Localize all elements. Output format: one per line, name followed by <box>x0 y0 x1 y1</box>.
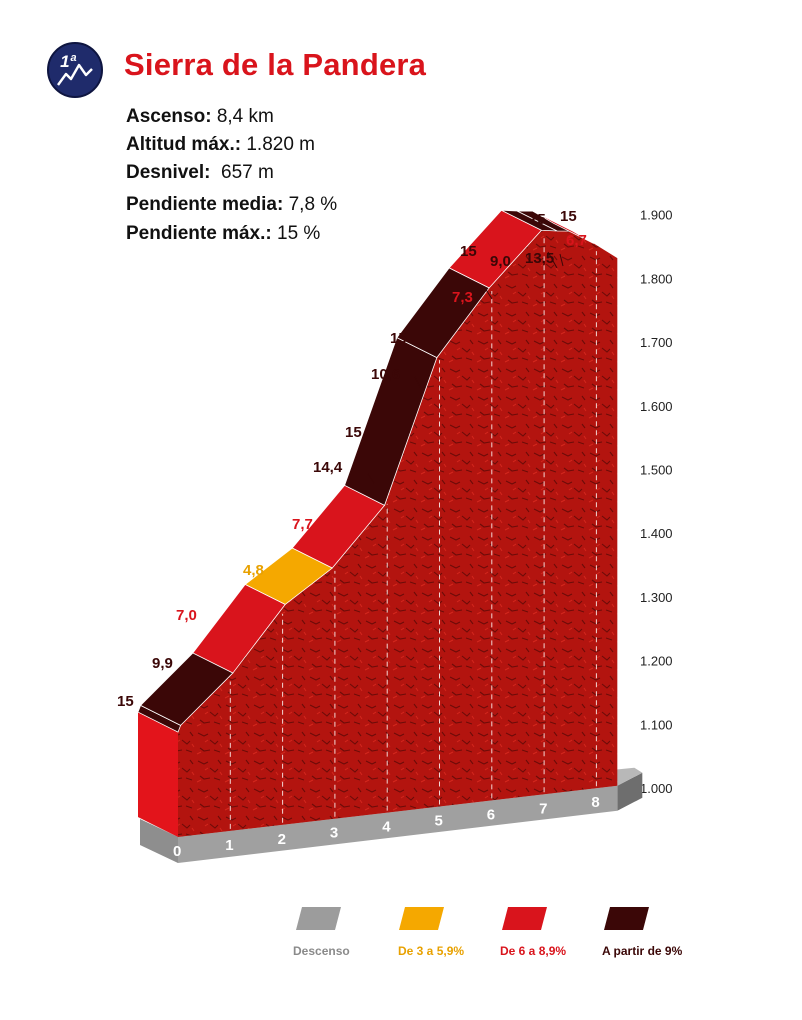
altitude-tick-label: 1.200 <box>640 654 673 669</box>
mountain-icon <box>57 63 93 86</box>
gradient-label: 7,7 <box>292 516 313 533</box>
label-leader-line <box>547 251 558 269</box>
altitude-tick-label: 1.100 <box>640 717 673 732</box>
km-tick-label: 5 <box>435 813 443 830</box>
profile-body <box>138 230 618 837</box>
max-gradient-label: 15 <box>460 243 477 260</box>
stat-ascenso: Ascenso: 8,4 km <box>126 106 274 127</box>
km-tick-label: 7 <box>539 800 547 817</box>
profile-front-face <box>178 230 618 837</box>
altitude-tick-label: 1.900 <box>640 208 673 223</box>
label-leader-line <box>484 287 493 300</box>
gradient-label: 9,9 <box>152 655 173 672</box>
legend-label-6-8: De 6 a 8,9% <box>500 944 567 958</box>
max-gradient-label: 15 <box>529 211 546 228</box>
stat-desnivel: Desnivel: 657 m <box>126 162 274 183</box>
altitude-axis: 1.000 1.100 1.200 1.300 1.400 1.500 1.600 1.700… <box>640 208 673 796</box>
legend-swatch-descenso <box>296 907 341 930</box>
legend-swatch-a_partir_9 <box>604 907 649 930</box>
label-leader-line <box>367 473 375 484</box>
km-gridlines <box>229 236 597 829</box>
legend-label-3-5: De 3 a 5,9% <box>398 944 465 958</box>
max-gradient-label: 15 <box>390 330 407 347</box>
gradient-label: 7,3 <box>452 289 473 306</box>
legend-label-descenso: Descenso <box>293 944 350 958</box>
km-ticks: 0 1 2 3 4 5 6 7 8 <box>173 794 600 860</box>
altitude-tick-label: 1.700 <box>640 335 673 350</box>
altitude-tick-label: 1.300 <box>640 590 673 605</box>
km-tick-label: 4 <box>382 819 391 836</box>
label-leader-line <box>559 253 564 267</box>
base-side <box>617 772 643 811</box>
km-tick-label: 6 <box>487 806 495 823</box>
page-title: Sierra de la Pandera <box>124 47 427 82</box>
legend-swatch-de_6_a_8_9 <box>502 907 547 930</box>
km-tick-label: 2 <box>278 831 286 848</box>
profile-side-face <box>138 712 178 837</box>
km-tick-label: 0 <box>173 843 181 860</box>
legend <box>296 907 649 930</box>
altitude-tick-label: 1.000 <box>640 781 673 796</box>
km-tick-label: 1 <box>225 837 233 854</box>
legend-label-9: A partir de 9% <box>602 944 683 958</box>
gradient-label: 9,0 <box>490 253 511 270</box>
max-gradient-label: 15 <box>560 208 577 225</box>
stat-pendiente-max: Pendiente máx.: 15 % <box>126 223 321 244</box>
gradient-label: 7,0 <box>176 607 197 624</box>
stat-altitud-max: Altitud máx.: 1.820 m <box>126 134 315 155</box>
gradient-label: 4,8 <box>243 562 264 579</box>
gradient-band <box>532 210 594 244</box>
altitude-tick-label: 1.500 <box>640 463 673 478</box>
altitude-tick-label: 1.800 <box>640 271 673 286</box>
badge-text: 1ª <box>60 52 76 71</box>
max-gradient-label: 15 <box>345 424 362 441</box>
altitude-tick-label: 1.400 <box>640 526 673 541</box>
category-badge: 1ª <box>47 42 103 98</box>
gradient-label: 13,5 <box>525 250 554 267</box>
gradient-labels: 15 9,9 7,0 4,8 7,7 14,4 10,6 7,3 9,0 13,5 6,7 15 15 1… <box>117 208 587 710</box>
gradient-label: 15 <box>117 693 134 710</box>
gradient-label: 10,6 <box>371 366 400 383</box>
km-tick-label: 3 <box>330 825 338 842</box>
base-left <box>140 819 178 863</box>
legend-swatch-de_3_a_5_9 <box>399 907 444 930</box>
km-tick-label: 8 <box>591 794 599 811</box>
gradient-bands <box>137 209 594 733</box>
gradient-label: 6,7 <box>566 232 587 249</box>
label-leader-line <box>414 376 421 388</box>
base-front <box>178 785 618 863</box>
gradient-label: 14,4 <box>313 459 343 476</box>
stat-pendiente-media: Pendiente media: 7,8 % <box>126 194 338 215</box>
altitude-tick-label: 1.600 <box>640 399 673 414</box>
